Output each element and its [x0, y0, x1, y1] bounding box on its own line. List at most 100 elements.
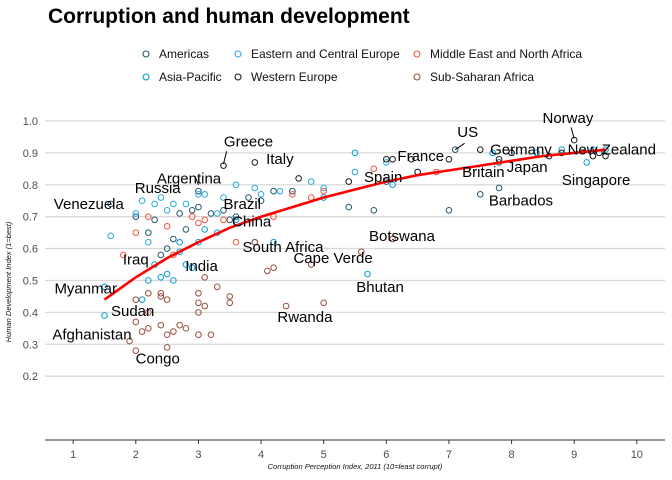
x-tick-label: 8	[509, 449, 515, 461]
country-label: New Zealand	[568, 142, 656, 159]
data-point	[195, 299, 202, 307]
x-tick-label: 3	[195, 449, 201, 461]
country-label: Rwanda	[277, 309, 333, 326]
data-point	[195, 203, 202, 211]
data-point	[163, 245, 171, 252]
data-point	[251, 159, 259, 166]
data-point	[351, 149, 359, 157]
legend-key	[413, 73, 421, 81]
data-point	[195, 289, 202, 297]
country-label: Spain	[364, 169, 402, 186]
country-label: China	[232, 213, 272, 230]
data-point	[207, 331, 215, 339]
data-point	[270, 187, 277, 195]
data-point	[270, 238, 277, 246]
data-point	[602, 152, 609, 160]
data-point	[476, 146, 484, 153]
data-point	[257, 197, 265, 205]
country-label: Bhutan	[356, 279, 404, 296]
data-point	[101, 283, 108, 291]
data-point	[345, 203, 353, 211]
data-point	[119, 251, 127, 259]
data-point	[201, 302, 208, 310]
data-point	[389, 181, 396, 189]
data-point	[276, 187, 284, 195]
data-point	[132, 213, 140, 220]
country-label: Norway	[542, 110, 593, 127]
data-point	[232, 213, 240, 220]
data-point	[289, 187, 296, 195]
country-label: Botswana	[369, 228, 436, 245]
data-point	[157, 321, 165, 329]
leader-line	[194, 176, 199, 185]
data-point	[351, 168, 359, 176]
data-point	[101, 312, 108, 319]
country-label: South Africa	[243, 239, 325, 256]
y-tick-label: 0.6	[23, 244, 38, 256]
legend-label: Asia-Pacific	[159, 70, 222, 84]
data-point	[320, 184, 327, 192]
data-point	[370, 165, 378, 173]
country-label: Italy	[266, 151, 294, 168]
legend-key	[413, 50, 421, 58]
leader-line	[454, 142, 465, 151]
data-point	[226, 299, 234, 307]
y-tick-label: 0.4	[23, 307, 38, 319]
data-point	[476, 191, 484, 198]
data-point	[295, 175, 302, 182]
data-point	[138, 296, 146, 303]
data-point	[170, 328, 177, 335]
data-point	[132, 229, 140, 236]
data-point	[163, 344, 171, 351]
data-point	[195, 191, 202, 198]
data-point	[145, 309, 152, 316]
data-point	[126, 337, 133, 345]
country-label: Myanmar	[54, 280, 117, 297]
data-point	[383, 155, 390, 163]
country-label: Afghanistan	[52, 327, 131, 344]
data-point	[170, 277, 177, 284]
data-point	[201, 273, 208, 281]
data-point	[201, 191, 208, 198]
data-point	[445, 206, 453, 214]
data-point	[489, 149, 497, 157]
data-point	[151, 200, 158, 208]
data-point	[145, 289, 152, 297]
data-point	[251, 238, 259, 246]
country-label: Venezuela	[54, 196, 125, 213]
x-tick-label: 4	[258, 449, 264, 461]
data-point	[157, 273, 165, 281]
legend-label: Western Europe	[251, 70, 338, 84]
data-point	[307, 178, 315, 185]
country-label: Britain	[462, 164, 505, 181]
legend-label: Middle East and North Africa	[430, 47, 582, 61]
data-point	[107, 200, 115, 208]
country-label: Singapore	[562, 172, 630, 189]
data-point	[195, 219, 202, 227]
data-point	[364, 270, 371, 278]
data-point	[282, 302, 290, 310]
data-point	[145, 325, 152, 332]
data-point	[145, 229, 152, 236]
data-point	[132, 318, 140, 326]
data-point	[226, 293, 234, 300]
data-point	[138, 197, 146, 205]
data-point	[232, 238, 240, 246]
y-tick-label: 0.9	[23, 148, 38, 160]
trend-line-group	[103, 148, 606, 301]
data-point	[213, 283, 221, 291]
data-point	[182, 226, 190, 233]
data-point	[182, 325, 190, 332]
x-axis: 1 2 3 4 5 6 7 8 9 10	[45, 439, 665, 461]
legend-label: Americas	[159, 47, 209, 61]
chart-title: Corruption and human development	[48, 5, 410, 28]
data-point	[145, 277, 152, 284]
data-point	[213, 210, 221, 217]
data-point	[389, 155, 396, 163]
y-tick-label: 0.5	[23, 275, 38, 287]
data-point	[157, 194, 165, 201]
data-point	[451, 146, 459, 153]
country-label: Japan	[507, 159, 548, 176]
data-point	[320, 299, 327, 307]
